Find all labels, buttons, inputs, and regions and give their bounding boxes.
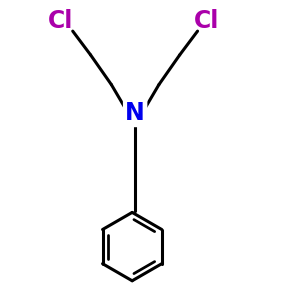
Text: N: N: [125, 101, 145, 125]
Text: Cl: Cl: [48, 9, 74, 33]
Text: Cl: Cl: [194, 9, 219, 33]
Text: N: N: [125, 101, 145, 125]
